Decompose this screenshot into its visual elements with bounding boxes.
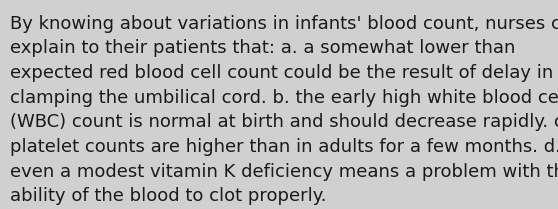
Text: ability of the blood to clot properly.: ability of the blood to clot properly. (10, 187, 326, 205)
Text: (WBC) count is normal at birth and should decrease rapidly. c.: (WBC) count is normal at birth and shoul… (10, 113, 558, 131)
Text: platelet counts are higher than in adults for a few months. d.: platelet counts are higher than in adult… (10, 138, 558, 156)
Text: clamping the umbilical cord. b. the early high white blood cell: clamping the umbilical cord. b. the earl… (10, 89, 558, 107)
Text: even a modest vitamin K deficiency means a problem with the: even a modest vitamin K deficiency means… (10, 163, 558, 181)
Text: expected red blood cell count could be the result of delay in: expected red blood cell count could be t… (10, 64, 554, 82)
Text: By knowing about variations in infants' blood count, nurses can: By knowing about variations in infants' … (10, 15, 558, 33)
Text: explain to their patients that: a. a somewhat lower than: explain to their patients that: a. a som… (10, 39, 516, 57)
